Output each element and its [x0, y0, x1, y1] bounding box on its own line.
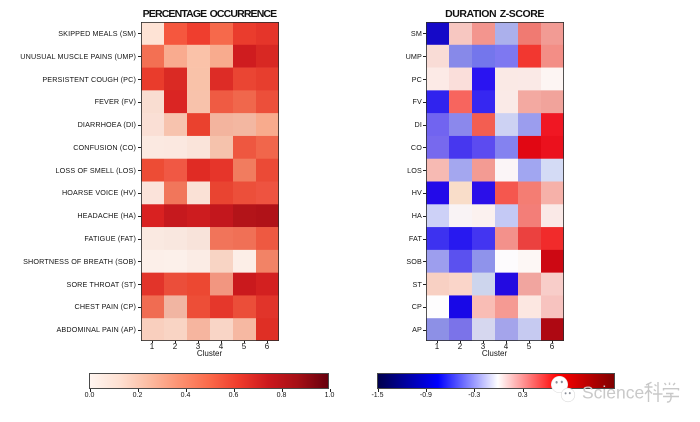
svg-text:Science: Science [582, 383, 644, 403]
